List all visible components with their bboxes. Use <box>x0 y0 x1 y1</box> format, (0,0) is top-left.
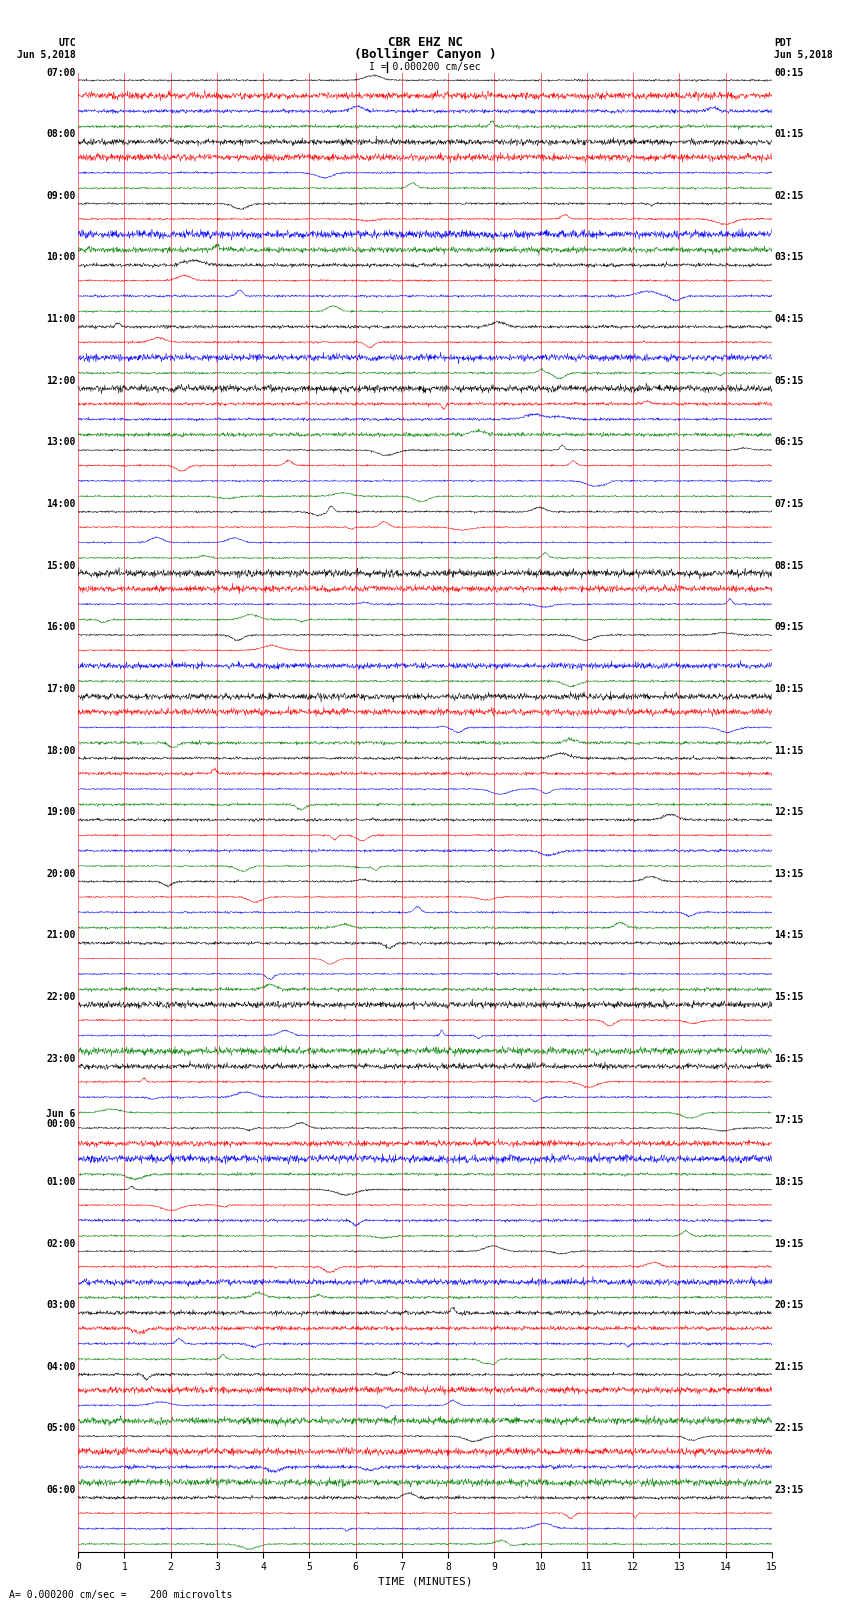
Text: 23:00: 23:00 <box>46 1053 76 1063</box>
Text: 15:00: 15:00 <box>46 561 76 571</box>
Text: 08:15: 08:15 <box>774 561 804 571</box>
Text: 13:00: 13:00 <box>46 437 76 447</box>
Text: 22:00: 22:00 <box>46 992 76 1002</box>
X-axis label: TIME (MINUTES): TIME (MINUTES) <box>377 1576 473 1586</box>
Text: 19:00: 19:00 <box>46 806 76 818</box>
Text: 18:00: 18:00 <box>46 745 76 755</box>
Text: 23:15: 23:15 <box>774 1486 804 1495</box>
Text: 02:00: 02:00 <box>46 1239 76 1248</box>
Text: 14:15: 14:15 <box>774 931 804 940</box>
Text: 10:15: 10:15 <box>774 684 804 694</box>
Text: 17:00: 17:00 <box>46 684 76 694</box>
Text: 03:15: 03:15 <box>774 253 804 263</box>
Text: 11:15: 11:15 <box>774 745 804 755</box>
Text: 04:00: 04:00 <box>46 1361 76 1371</box>
Text: 00:15: 00:15 <box>774 68 804 77</box>
Text: Jun 6: Jun 6 <box>46 1108 76 1119</box>
Text: 00:00: 00:00 <box>46 1118 76 1129</box>
Text: A: A <box>8 1590 14 1600</box>
Text: I = 0.000200 cm/sec: I = 0.000200 cm/sec <box>369 61 481 73</box>
Text: 12:00: 12:00 <box>46 376 76 386</box>
Text: 21:00: 21:00 <box>46 931 76 940</box>
Text: 05:15: 05:15 <box>774 376 804 386</box>
Text: 18:15: 18:15 <box>774 1177 804 1187</box>
Text: 22:15: 22:15 <box>774 1423 804 1434</box>
Text: 21:15: 21:15 <box>774 1361 804 1371</box>
Text: (Bollinger Canyon ): (Bollinger Canyon ) <box>354 48 496 61</box>
Text: 06:00: 06:00 <box>46 1486 76 1495</box>
Text: 16:00: 16:00 <box>46 623 76 632</box>
Text: 11:00: 11:00 <box>46 315 76 324</box>
Text: 03:00: 03:00 <box>46 1300 76 1310</box>
Text: 07:00: 07:00 <box>46 68 76 77</box>
Text: 13:15: 13:15 <box>774 869 804 879</box>
Text: 07:15: 07:15 <box>774 498 804 510</box>
Text: 05:00: 05:00 <box>46 1423 76 1434</box>
Text: 10:00: 10:00 <box>46 253 76 263</box>
Text: 20:00: 20:00 <box>46 869 76 879</box>
Text: 08:00: 08:00 <box>46 129 76 139</box>
Text: Jun 5,2018: Jun 5,2018 <box>774 50 833 60</box>
Text: Jun 5,2018: Jun 5,2018 <box>17 50 76 60</box>
Text: 12:15: 12:15 <box>774 806 804 818</box>
Text: 02:15: 02:15 <box>774 190 804 202</box>
Text: 20:15: 20:15 <box>774 1300 804 1310</box>
Text: 14:00: 14:00 <box>46 498 76 510</box>
Text: 01:15: 01:15 <box>774 129 804 139</box>
Text: 09:15: 09:15 <box>774 623 804 632</box>
Text: 01:00: 01:00 <box>46 1177 76 1187</box>
Text: 16:15: 16:15 <box>774 1053 804 1063</box>
Text: 17:15: 17:15 <box>774 1115 804 1126</box>
Text: 04:15: 04:15 <box>774 315 804 324</box>
Text: 15:15: 15:15 <box>774 992 804 1002</box>
Text: 19:15: 19:15 <box>774 1239 804 1248</box>
Text: 09:00: 09:00 <box>46 190 76 202</box>
Text: PDT: PDT <box>774 37 792 48</box>
Text: 06:15: 06:15 <box>774 437 804 447</box>
Text: CBR EHZ NC: CBR EHZ NC <box>388 35 462 50</box>
Text: UTC: UTC <box>58 37 76 48</box>
Text: = 0.000200 cm/sec =    200 microvolts: = 0.000200 cm/sec = 200 microvolts <box>15 1590 233 1600</box>
